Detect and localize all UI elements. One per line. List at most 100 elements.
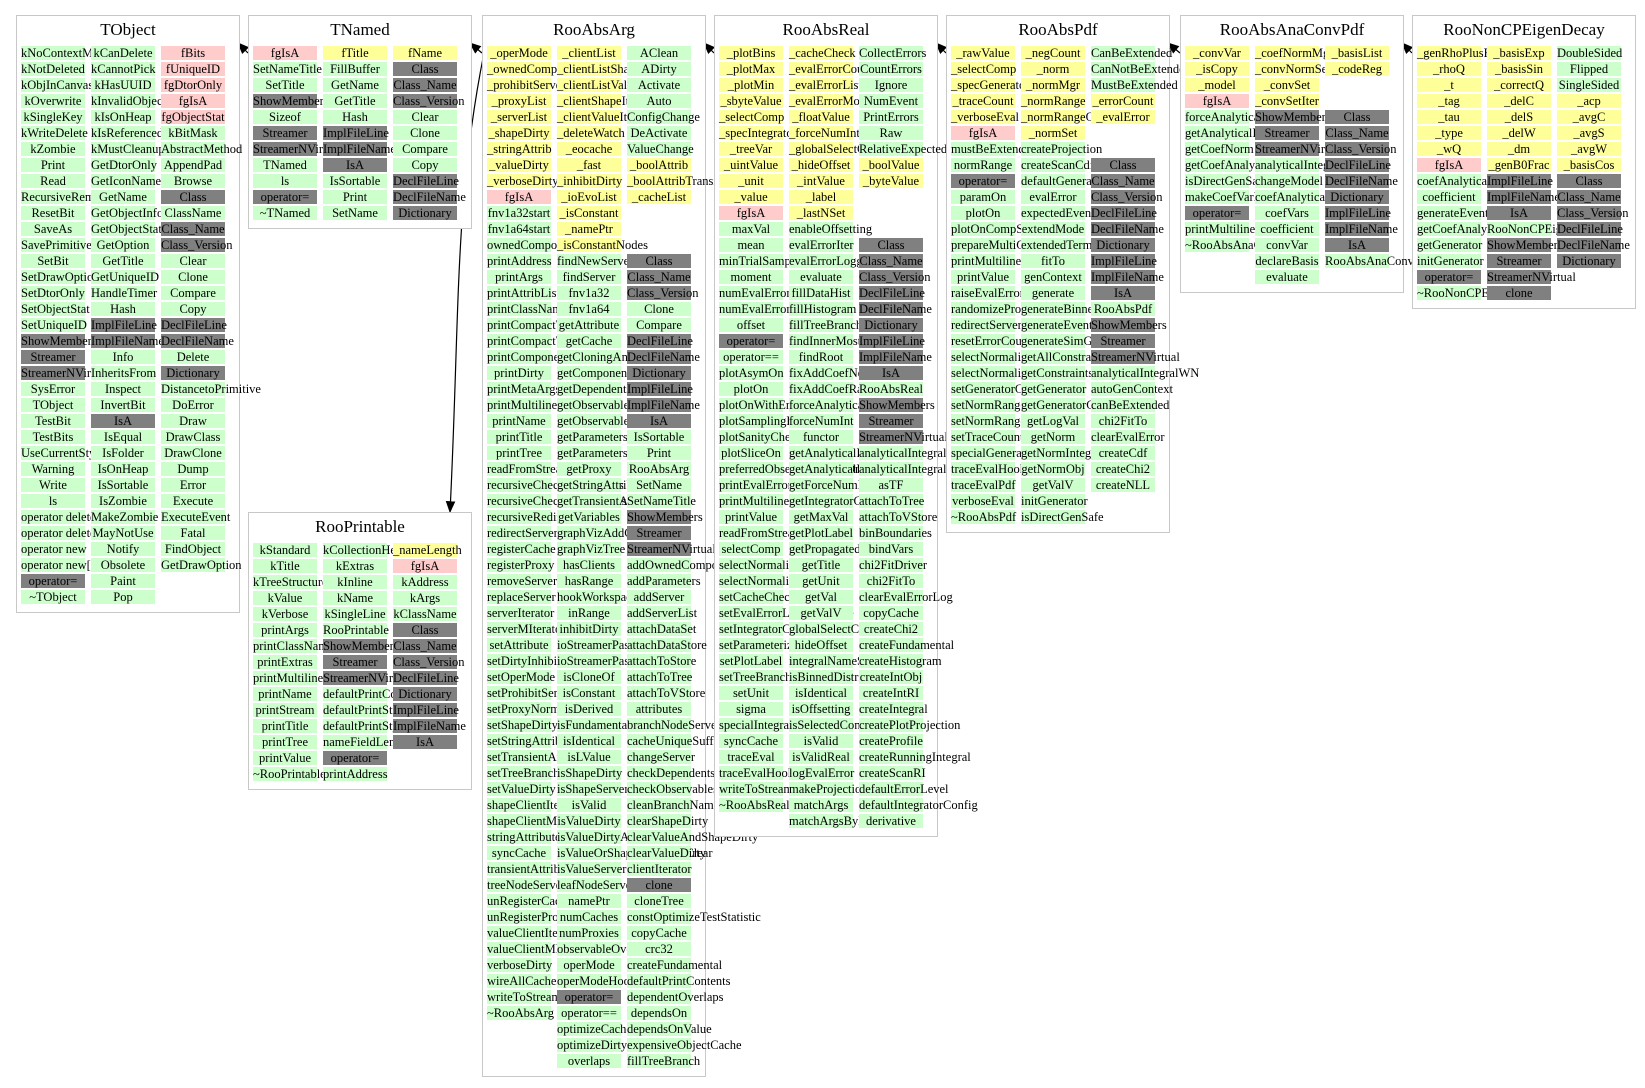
class-member: Dictionary xyxy=(627,366,691,380)
class-member: printMultiline xyxy=(951,254,1022,268)
class-member: ShowMembers xyxy=(859,398,935,412)
class-member: dependentOverlaps xyxy=(627,990,724,1004)
class-member: printTree xyxy=(487,446,551,460)
class-member: Print xyxy=(323,190,387,204)
class-member: graphVizAddConnections xyxy=(557,526,687,540)
class-member: plotOn xyxy=(951,206,1015,220)
class-member: plotSamplingHint xyxy=(719,414,809,428)
class-member: canBeExtended xyxy=(1091,398,1170,412)
class-member: Ignore xyxy=(859,78,923,92)
class-member: _normRangeOverride xyxy=(1021,110,1130,124)
class-member: Class_Version xyxy=(1091,190,1163,204)
class-member xyxy=(627,222,691,236)
class-member: initGenerator xyxy=(1417,254,1484,268)
class-member: GetObjectInfo xyxy=(91,206,164,220)
class-member: checkObservables xyxy=(627,782,718,796)
class-member: isFundamental xyxy=(557,718,631,732)
class-member: declareBasis xyxy=(1255,254,1319,268)
class-member: traceEvalHook xyxy=(951,462,1026,476)
class-member: evalError xyxy=(1021,190,1085,204)
class-member: generateBinned xyxy=(1021,302,1100,316)
class-member: numProxies xyxy=(557,926,621,940)
class-member: printValue xyxy=(951,270,1015,284)
class-member: specialIntegratorConfig xyxy=(719,718,838,732)
class-member: IsA xyxy=(1487,206,1551,220)
class-member: _convNormSet xyxy=(1255,62,1331,76)
class-member: ClassName xyxy=(161,206,225,220)
class-member: offset xyxy=(719,318,783,332)
class-member: fTitle xyxy=(323,46,387,60)
class-member: Streamer xyxy=(1487,254,1551,268)
class-member: Flipped xyxy=(1557,62,1621,76)
class-member: isDirectGenSafe xyxy=(1185,174,1268,188)
class-member: StreamerNVirtual xyxy=(1255,142,1344,156)
class-member: GetUniqueID xyxy=(91,270,160,284)
class-member: printDirty xyxy=(487,366,551,380)
class-member: paramOn xyxy=(951,190,1015,204)
class-member: dependsOnValue xyxy=(627,1022,712,1036)
class-member: SetName xyxy=(323,206,387,220)
class-member: ls xyxy=(21,494,85,508)
class-member: mean xyxy=(719,238,783,252)
class-member: getComponents xyxy=(557,366,636,380)
class-member: DeclFileName xyxy=(627,350,700,364)
class-member: printTree xyxy=(253,735,317,749)
class-member: SetName xyxy=(627,478,691,492)
class-member: Activate xyxy=(627,78,691,92)
class-member: _rhoQ xyxy=(1417,62,1481,76)
class-member: randomizeProtoOrder xyxy=(951,302,1060,316)
class-member: cloneTree xyxy=(627,894,691,908)
class-member: attachDataStore xyxy=(627,638,707,652)
class-member: printClassName xyxy=(487,302,568,316)
class-member: coefficient xyxy=(1255,222,1319,236)
class-member: printMultiline xyxy=(719,494,790,508)
class-member: GetTitle xyxy=(91,254,155,268)
class-box-rooprintable: RooPrintable kStandard kTitle kTreeStructur… xyxy=(248,512,472,790)
class-member: printAttribList xyxy=(487,286,560,300)
class-member: InheritsFrom xyxy=(91,366,157,380)
class-member: createIntObj xyxy=(859,670,923,684)
class-member: isValidReal xyxy=(789,750,853,764)
class-member: numEvalErrorItems xyxy=(719,286,819,300)
class-member: redirectServersHook xyxy=(487,526,591,540)
class-member: observableOverlaps xyxy=(557,942,657,956)
class-member: fUniqueID xyxy=(161,62,225,76)
class-member: StreamerNVirtual xyxy=(1487,270,1576,284)
class-member: MakeZombie xyxy=(91,510,159,524)
class-member: Class_Version xyxy=(393,94,465,108)
class-member: sigma xyxy=(719,702,783,716)
class-member: IsSortable xyxy=(91,478,155,492)
class-member: makeProjectionSet xyxy=(789,782,884,796)
class-member: Streamer xyxy=(627,526,691,540)
class-member: _namePtr xyxy=(557,222,621,236)
class-member: Info xyxy=(91,350,155,364)
class-member: isValueDirty xyxy=(557,814,621,828)
class-member: SysError xyxy=(21,382,85,396)
class-member: kName xyxy=(323,591,387,605)
class-member: printValue xyxy=(253,751,317,765)
class-member: getAttribute xyxy=(557,318,621,332)
class-member: Dictionary xyxy=(1091,238,1155,252)
class-member: getGenerator xyxy=(1021,382,1087,396)
class-member: findRoot xyxy=(789,350,853,364)
class-member: Class xyxy=(1091,158,1155,172)
class-member: cacheUniqueSuffix xyxy=(627,734,724,748)
class-member: createIntRI xyxy=(859,686,923,700)
class-member: coefAnalyticalIntegral xyxy=(1417,174,1530,188)
class-member: removeServer xyxy=(487,574,558,588)
class-member: ShowMembers xyxy=(253,94,329,108)
class-member: Notify xyxy=(91,542,155,556)
class-member: defaultErrorLevel xyxy=(859,782,949,796)
class-member: ShowMembers xyxy=(1255,110,1331,124)
class-member xyxy=(627,206,691,220)
class-member: extendMode xyxy=(1021,222,1085,236)
class-member: _coefNormMgr xyxy=(1255,46,1334,60)
class-member: operMode xyxy=(557,958,621,972)
class-member: fnv1a32start xyxy=(487,206,551,220)
class-member: clone xyxy=(627,878,691,892)
class-member: fgDtorOnly xyxy=(161,78,225,92)
class-member: _uintValue xyxy=(719,158,783,172)
class-member: _clientListShape xyxy=(557,62,642,76)
class-member: kTreeStructure xyxy=(253,575,328,589)
class-member: operator== xyxy=(557,1006,621,1020)
